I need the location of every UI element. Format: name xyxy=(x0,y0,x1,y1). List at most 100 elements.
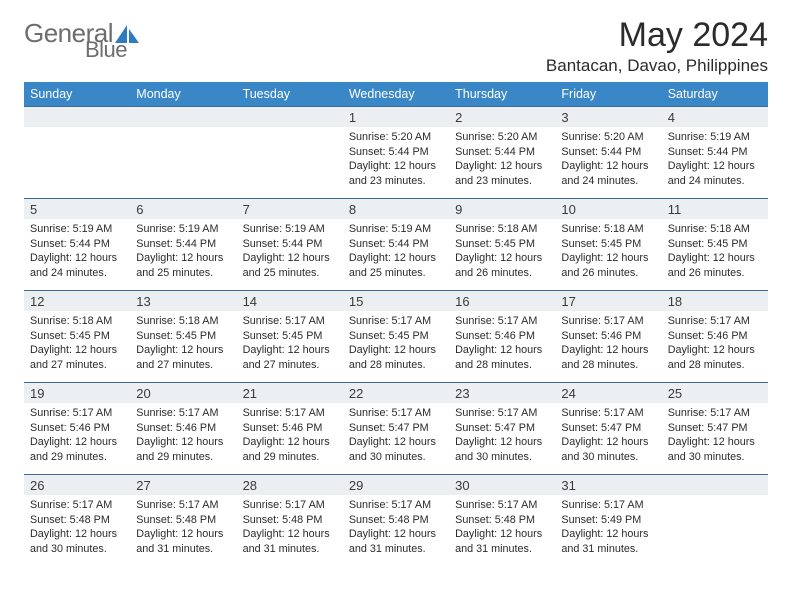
day-number: 26 xyxy=(24,475,130,495)
calendar-cell: 3Sunrise: 5:20 AMSunset: 5:44 PMDaylight… xyxy=(555,107,661,199)
daylight-line: Daylight: 12 hours and 27 minutes. xyxy=(136,343,230,372)
calendar-cell: 13Sunrise: 5:18 AMSunset: 5:45 PMDayligh… xyxy=(130,291,236,383)
daylight-line: Daylight: 12 hours and 31 minutes. xyxy=(561,527,655,556)
day-details: Sunrise: 5:19 AMSunset: 5:44 PMDaylight:… xyxy=(130,219,236,284)
weekday-header: Tuesday xyxy=(237,82,343,107)
daylight-line: Daylight: 12 hours and 23 minutes. xyxy=(455,159,549,188)
sunrise-line: Sunrise: 5:17 AM xyxy=(243,314,337,329)
sunrise-line: Sunrise: 5:17 AM xyxy=(561,498,655,513)
calendar-cell: 21Sunrise: 5:17 AMSunset: 5:46 PMDayligh… xyxy=(237,383,343,475)
sunrise-line: Sunrise: 5:18 AM xyxy=(455,222,549,237)
day-number: 24 xyxy=(555,383,661,403)
sunrise-line: Sunrise: 5:20 AM xyxy=(561,130,655,145)
day-number: 14 xyxy=(237,291,343,311)
sunrise-line: Sunrise: 5:18 AM xyxy=(30,314,124,329)
sunrise-line: Sunrise: 5:17 AM xyxy=(243,406,337,421)
calendar-cell: 11Sunrise: 5:18 AMSunset: 5:45 PMDayligh… xyxy=(662,199,768,291)
daylight-line: Daylight: 12 hours and 25 minutes. xyxy=(243,251,337,280)
sunset-line: Sunset: 5:46 PM xyxy=(561,329,655,344)
calendar-cell: 15Sunrise: 5:17 AMSunset: 5:45 PMDayligh… xyxy=(343,291,449,383)
calendar-row: 19Sunrise: 5:17 AMSunset: 5:46 PMDayligh… xyxy=(24,383,768,475)
daylight-line: Daylight: 12 hours and 29 minutes. xyxy=(30,435,124,464)
daylight-line: Daylight: 12 hours and 26 minutes. xyxy=(455,251,549,280)
daylight-line: Daylight: 12 hours and 28 minutes. xyxy=(455,343,549,372)
sunrise-line: Sunrise: 5:19 AM xyxy=(243,222,337,237)
day-details: Sunrise: 5:17 AMSunset: 5:48 PMDaylight:… xyxy=(237,495,343,560)
day-number: 21 xyxy=(237,383,343,403)
sunset-line: Sunset: 5:47 PM xyxy=(561,421,655,436)
sunrise-line: Sunrise: 5:17 AM xyxy=(349,498,443,513)
sunset-line: Sunset: 5:45 PM xyxy=(455,237,549,252)
daylight-line: Daylight: 12 hours and 24 minutes. xyxy=(30,251,124,280)
calendar-cell: 25Sunrise: 5:17 AMSunset: 5:47 PMDayligh… xyxy=(662,383,768,475)
day-number: 18 xyxy=(662,291,768,311)
calendar-cell: 31Sunrise: 5:17 AMSunset: 5:49 PMDayligh… xyxy=(555,475,661,567)
day-number: 10 xyxy=(555,199,661,219)
sunrise-line: Sunrise: 5:19 AM xyxy=(349,222,443,237)
day-number: 8 xyxy=(343,199,449,219)
day-details: Sunrise: 5:17 AMSunset: 5:49 PMDaylight:… xyxy=(555,495,661,560)
calendar-cell: 14Sunrise: 5:17 AMSunset: 5:45 PMDayligh… xyxy=(237,291,343,383)
day-number: 16 xyxy=(449,291,555,311)
day-details: Sunrise: 5:18 AMSunset: 5:45 PMDaylight:… xyxy=(555,219,661,284)
daylight-line: Daylight: 12 hours and 30 minutes. xyxy=(455,435,549,464)
sunrise-line: Sunrise: 5:17 AM xyxy=(136,498,230,513)
calendar-cell: 7Sunrise: 5:19 AMSunset: 5:44 PMDaylight… xyxy=(237,199,343,291)
calendar-cell: 12Sunrise: 5:18 AMSunset: 5:45 PMDayligh… xyxy=(24,291,130,383)
day-details: Sunrise: 5:17 AMSunset: 5:45 PMDaylight:… xyxy=(343,311,449,376)
day-details: Sunrise: 5:17 AMSunset: 5:46 PMDaylight:… xyxy=(130,403,236,468)
day-details: Sunrise: 5:18 AMSunset: 5:45 PMDaylight:… xyxy=(130,311,236,376)
day-number: 20 xyxy=(130,383,236,403)
sunset-line: Sunset: 5:48 PM xyxy=(455,513,549,528)
calendar-cell: 18Sunrise: 5:17 AMSunset: 5:46 PMDayligh… xyxy=(662,291,768,383)
sunrise-line: Sunrise: 5:18 AM xyxy=(561,222,655,237)
daylight-line: Daylight: 12 hours and 28 minutes. xyxy=(668,343,762,372)
calendar-row: 26Sunrise: 5:17 AMSunset: 5:48 PMDayligh… xyxy=(24,475,768,567)
sunrise-line: Sunrise: 5:17 AM xyxy=(668,314,762,329)
calendar-cell: 17Sunrise: 5:17 AMSunset: 5:46 PMDayligh… xyxy=(555,291,661,383)
sunset-line: Sunset: 5:44 PM xyxy=(243,237,337,252)
day-number: 1 xyxy=(343,107,449,127)
sunrise-line: Sunrise: 5:17 AM xyxy=(30,498,124,513)
calendar-body: 1Sunrise: 5:20 AMSunset: 5:44 PMDaylight… xyxy=(24,107,768,567)
calendar-cell: 5Sunrise: 5:19 AMSunset: 5:44 PMDaylight… xyxy=(24,199,130,291)
calendar-cell: 16Sunrise: 5:17 AMSunset: 5:46 PMDayligh… xyxy=(449,291,555,383)
day-number: 23 xyxy=(449,383,555,403)
sunset-line: Sunset: 5:49 PM xyxy=(561,513,655,528)
day-details: Sunrise: 5:17 AMSunset: 5:46 PMDaylight:… xyxy=(237,403,343,468)
day-details: Sunrise: 5:20 AMSunset: 5:44 PMDaylight:… xyxy=(449,127,555,192)
day-number xyxy=(237,107,343,127)
sunrise-line: Sunrise: 5:17 AM xyxy=(455,498,549,513)
day-number: 2 xyxy=(449,107,555,127)
day-details: Sunrise: 5:20 AMSunset: 5:44 PMDaylight:… xyxy=(555,127,661,192)
calendar-cell xyxy=(237,107,343,199)
day-details: Sunrise: 5:17 AMSunset: 5:47 PMDaylight:… xyxy=(555,403,661,468)
calendar-header: SundayMondayTuesdayWednesdayThursdayFrid… xyxy=(24,82,768,107)
sunrise-line: Sunrise: 5:17 AM xyxy=(455,406,549,421)
day-number: 15 xyxy=(343,291,449,311)
weekday-header: Sunday xyxy=(24,82,130,107)
calendar-cell: 24Sunrise: 5:17 AMSunset: 5:47 PMDayligh… xyxy=(555,383,661,475)
sunrise-line: Sunrise: 5:20 AM xyxy=(455,130,549,145)
sunset-line: Sunset: 5:46 PM xyxy=(243,421,337,436)
day-details: Sunrise: 5:17 AMSunset: 5:47 PMDaylight:… xyxy=(449,403,555,468)
sunset-line: Sunset: 5:45 PM xyxy=(349,329,443,344)
day-details: Sunrise: 5:18 AMSunset: 5:45 PMDaylight:… xyxy=(662,219,768,284)
day-number xyxy=(24,107,130,127)
sunset-line: Sunset: 5:48 PM xyxy=(30,513,124,528)
day-number: 6 xyxy=(130,199,236,219)
sunset-line: Sunset: 5:48 PM xyxy=(349,513,443,528)
calendar-cell xyxy=(24,107,130,199)
weekday-header: Friday xyxy=(555,82,661,107)
day-number: 17 xyxy=(555,291,661,311)
daylight-line: Daylight: 12 hours and 31 minutes. xyxy=(349,527,443,556)
calendar-cell: 23Sunrise: 5:17 AMSunset: 5:47 PMDayligh… xyxy=(449,383,555,475)
day-details: Sunrise: 5:17 AMSunset: 5:48 PMDaylight:… xyxy=(449,495,555,560)
day-number: 11 xyxy=(662,199,768,219)
day-details: Sunrise: 5:18 AMSunset: 5:45 PMDaylight:… xyxy=(24,311,130,376)
day-number: 28 xyxy=(237,475,343,495)
sunrise-line: Sunrise: 5:20 AM xyxy=(349,130,443,145)
sunset-line: Sunset: 5:44 PM xyxy=(136,237,230,252)
sunset-line: Sunset: 5:45 PM xyxy=(561,237,655,252)
sunset-line: Sunset: 5:44 PM xyxy=(455,145,549,160)
